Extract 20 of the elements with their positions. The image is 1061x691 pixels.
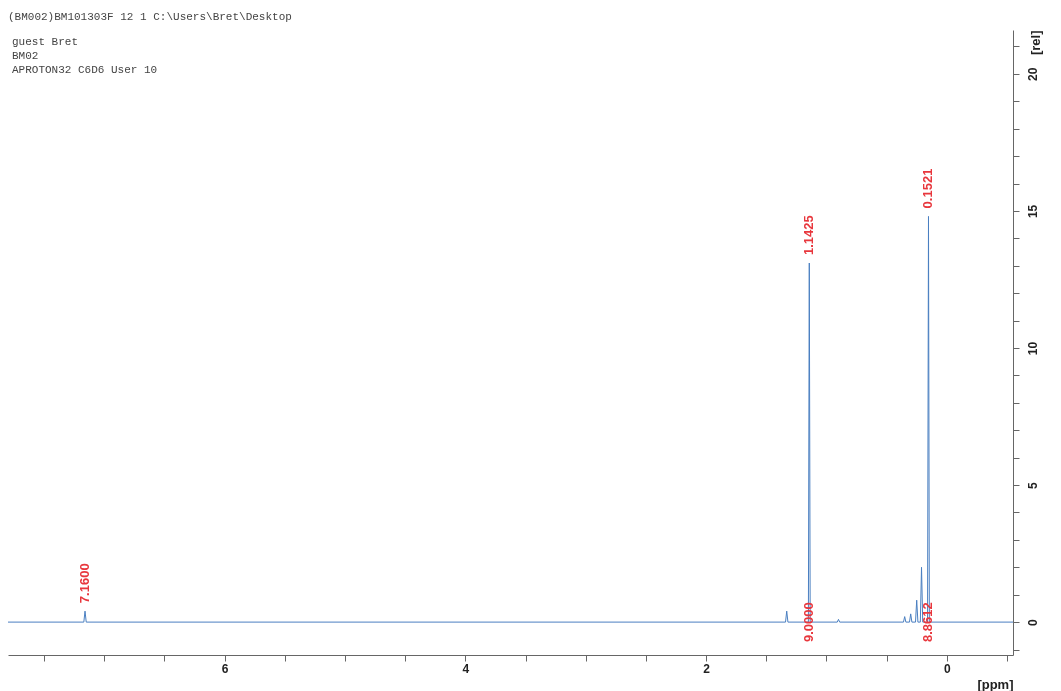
y-axis-title: [rel] [1027, 30, 1043, 56]
x-tick-label: 2 [703, 661, 711, 676]
x-tick-label: 4 [462, 661, 470, 676]
annotation: 8.8612 [920, 602, 936, 642]
y-tick-label: 10 [1025, 341, 1040, 356]
annotation: guest Bret [12, 36, 79, 48]
x-tick-label: 0 [943, 661, 951, 676]
chart-title: (BM002)BM101303F 12 1 C:\Users\Bret\Desktop [8, 11, 292, 23]
annotation: BM02 [12, 50, 39, 62]
annotation: 1.1425 [801, 215, 817, 255]
annotation: 9.0000 [801, 602, 817, 642]
x-axis-title: [ppm] [977, 676, 1014, 691]
annotation: 0.1521 [920, 168, 936, 209]
y-tick-label: 0 [1025, 618, 1040, 626]
y-tick-label: 15 [1025, 204, 1040, 219]
y-tick-label: 5 [1025, 481, 1040, 489]
y-tick-label: 20 [1025, 67, 1040, 82]
annotation: APROTON32 C6D6 User 10 [12, 64, 158, 76]
x-tick-label: 6 [221, 661, 229, 676]
annotation: 7.1600 [77, 563, 93, 604]
